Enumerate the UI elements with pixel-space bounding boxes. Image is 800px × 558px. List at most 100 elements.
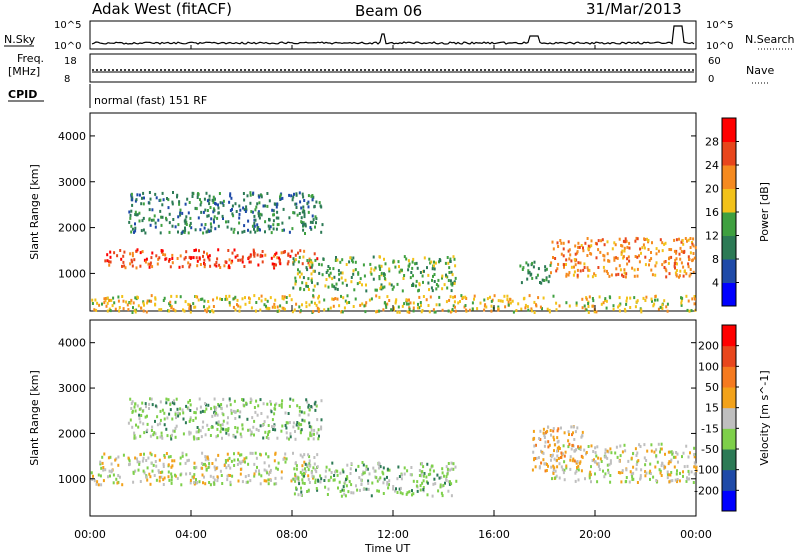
data-cell	[655, 247, 658, 251]
data-cell	[589, 470, 592, 474]
data-cell	[259, 398, 262, 402]
data-cell	[383, 272, 385, 276]
data-cell	[433, 267, 436, 271]
data-cell	[226, 404, 228, 408]
data-cell	[390, 283, 393, 287]
data-cell	[430, 260, 433, 264]
data-cell	[97, 483, 100, 487]
data-cell	[128, 210, 131, 214]
data-cell	[227, 464, 230, 468]
data-cell	[148, 265, 151, 269]
data-cell	[445, 273, 447, 277]
data-cell	[435, 287, 438, 291]
data-cell	[181, 265, 184, 269]
date-title: 31/Mar/2013	[586, 0, 682, 18]
data-cell	[315, 404, 318, 408]
data-cell	[165, 216, 167, 220]
data-cell	[167, 475, 170, 479]
data-cell	[201, 409, 204, 413]
data-cell	[167, 198, 170, 202]
data-cell	[385, 305, 388, 309]
data-cell	[438, 258, 441, 261]
data-cell	[301, 303, 303, 307]
data-cell	[690, 309, 693, 313]
data-cell	[123, 250, 126, 254]
data-cell	[176, 476, 179, 480]
data-cell	[316, 257, 319, 261]
data-cell	[586, 237, 589, 240]
data-cell	[234, 417, 237, 420]
data-cell	[549, 429, 552, 432]
data-cell	[643, 246, 646, 250]
data-cell	[278, 403, 281, 407]
data-cell	[377, 463, 380, 467]
colorbar-segment	[722, 212, 736, 236]
data-cell	[230, 261, 233, 265]
data-cell	[272, 209, 275, 213]
data-cell	[618, 264, 621, 268]
data-cell	[609, 480, 612, 484]
data-cell	[237, 458, 239, 462]
data-cell	[447, 480, 450, 484]
data-cell	[579, 261, 582, 265]
colorbar-tick-label: -200	[694, 484, 719, 497]
data-cell	[330, 471, 333, 474]
data-cell	[295, 302, 298, 306]
data-cell	[565, 464, 568, 468]
data-cell	[209, 483, 212, 487]
data-cell	[556, 429, 559, 433]
data-cell	[557, 427, 560, 431]
data-cell	[112, 473, 115, 477]
data-cell	[263, 468, 266, 472]
data-cell	[678, 252, 681, 256]
data-cell	[640, 308, 643, 312]
data-cell	[421, 274, 424, 278]
data-cell	[608, 295, 611, 299]
data-cell	[648, 263, 650, 267]
data-cell	[441, 308, 444, 312]
data-cell	[237, 479, 240, 483]
data-cell	[420, 470, 423, 474]
data-cell	[269, 400, 272, 404]
data-cell	[307, 488, 310, 492]
data-cell	[634, 305, 637, 309]
data-cell	[573, 438, 576, 441]
data-cell	[301, 478, 304, 482]
data-cell	[449, 257, 452, 261]
data-cell	[565, 466, 568, 470]
data-cell	[296, 476, 299, 480]
data-cell	[560, 451, 563, 455]
data-cell	[246, 480, 249, 484]
data-cell	[693, 461, 696, 465]
data-cell	[360, 478, 363, 482]
data-cell	[345, 283, 348, 287]
data-cell	[422, 280, 424, 284]
data-cell	[169, 402, 172, 406]
data-cell	[682, 274, 685, 278]
data-cell	[623, 268, 626, 272]
data-cell	[585, 297, 588, 301]
data-cell	[422, 295, 425, 298]
data-cell	[554, 257, 557, 260]
data-cell	[642, 296, 645, 300]
data-cell	[443, 283, 446, 287]
data-cell	[250, 210, 253, 214]
data-cell	[154, 221, 157, 225]
data-cell	[249, 230, 252, 234]
data-cell	[447, 261, 450, 265]
data-cell	[559, 456, 562, 459]
y-axis-label: Slant Range [km]	[28, 370, 41, 466]
data-cell	[259, 452, 262, 456]
data-cell	[162, 462, 165, 466]
data-cell	[568, 304, 571, 308]
data-cell	[567, 273, 570, 277]
data-cell	[138, 417, 141, 421]
data-cell	[155, 254, 158, 258]
data-cell	[668, 257, 670, 261]
data-cell	[130, 258, 133, 262]
data-cell	[170, 472, 173, 476]
data-cell	[465, 308, 468, 312]
data-cell	[267, 424, 270, 427]
data-cell	[212, 475, 215, 479]
data-cell	[165, 397, 168, 401]
